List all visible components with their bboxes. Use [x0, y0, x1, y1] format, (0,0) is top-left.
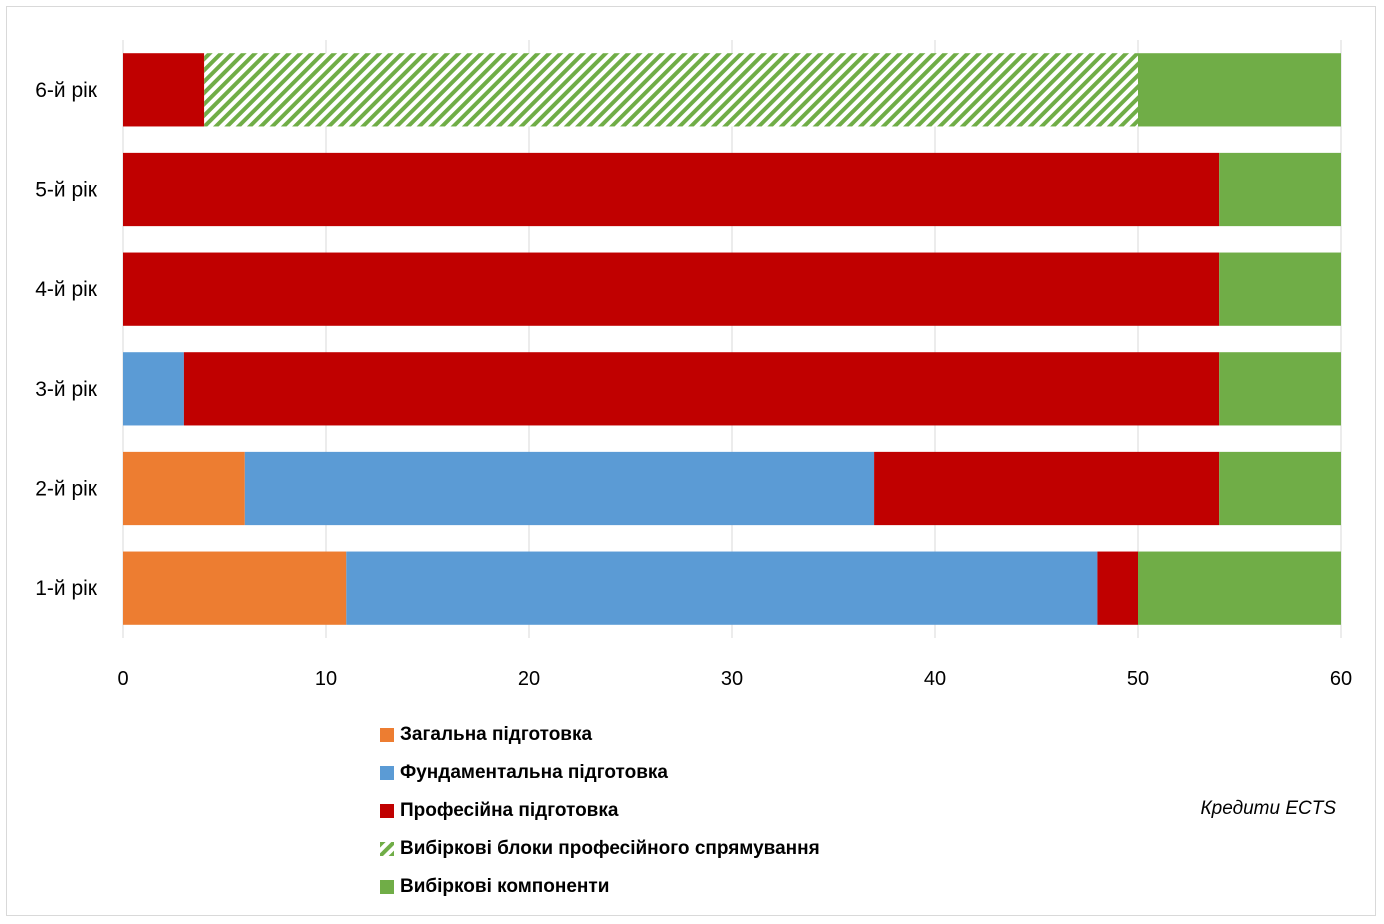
bar-segment-3-4 — [123, 253, 1219, 326]
legend-swatch-elective-blocks — [380, 842, 394, 856]
bar-segment-5-2 — [1219, 452, 1341, 525]
x-tick-label: 50 — [1127, 668, 1149, 690]
x-axis-title: Кредити ECTS — [1200, 798, 1336, 820]
y-category-label: 1-й рік — [35, 577, 98, 600]
legend-swatch-elective-components — [380, 880, 394, 894]
legend-label: Вибіркові компоненти — [400, 876, 609, 898]
legend-item: Загальна підготовка — [380, 716, 820, 754]
bar-segment-5-5 — [1219, 153, 1341, 226]
legend-item: Фундаментальна підготовка — [380, 754, 820, 792]
gridlines — [123, 40, 1341, 638]
bar-segment-5-3 — [1219, 352, 1341, 425]
bar-segment-5-1 — [1138, 552, 1341, 625]
y-category-label: 2-й рік — [35, 478, 98, 501]
x-axis-labels: 0 10 20 30 40 50 60 — [117, 668, 1352, 690]
bar-segment-2-1 — [346, 552, 1097, 625]
bar-segment-3-2 — [874, 452, 1219, 525]
legend-label: Фундаментальна підготовка — [400, 762, 668, 784]
x-tick-label: 20 — [518, 668, 540, 690]
legend-item: Вибіркові компоненти — [380, 868, 820, 906]
x-tick-label: 30 — [721, 668, 743, 690]
bar-segment-3-1 — [1097, 552, 1138, 625]
legend-item: Вибіркові блоки професійного спрямування — [380, 830, 820, 868]
bar-segment-3-6 — [123, 53, 204, 126]
x-tick-label: 60 — [1330, 668, 1352, 690]
y-category-label: 4-й рік — [35, 278, 98, 301]
legend-swatch-fundamental — [380, 766, 394, 780]
y-category-label: 5-й рік — [35, 179, 98, 202]
bar-segment-3-5 — [123, 153, 1219, 226]
bar-segment-2-3 — [123, 352, 184, 425]
bar-segment-5-4 — [1219, 253, 1341, 326]
x-tick-label: 40 — [924, 668, 946, 690]
bar-segment-3-3 — [184, 352, 1219, 425]
y-axis-labels: 1-й рік 2-й рік 3-й рік 4-й рік 5-й рік 6-й р… — [35, 79, 98, 600]
x-tick-label: 10 — [315, 668, 337, 690]
bar-segment-5-6 — [1138, 53, 1341, 126]
legend-label: Професійна підготовка — [400, 800, 618, 822]
bar-segment-1-1 — [123, 552, 346, 625]
bar-segment-4-6 — [204, 53, 1138, 126]
legend-label: Загальна підготовка — [400, 724, 592, 746]
bar-segment-2-2 — [245, 452, 874, 525]
x-tick-label: 0 — [117, 668, 128, 690]
bar-segment-1-2 — [123, 452, 245, 525]
legend-item: Професійна підготовка — [380, 792, 820, 830]
y-category-label: 6-й рік — [35, 79, 98, 102]
legend-swatch-general — [380, 728, 394, 742]
y-category-label: 3-й рік — [35, 378, 98, 401]
legend: Загальна підготовка Фундаментальна підго… — [380, 716, 820, 906]
legend-label: Вибіркові блоки професійного спрямування — [400, 838, 820, 860]
legend-swatch-professional — [380, 804, 394, 818]
